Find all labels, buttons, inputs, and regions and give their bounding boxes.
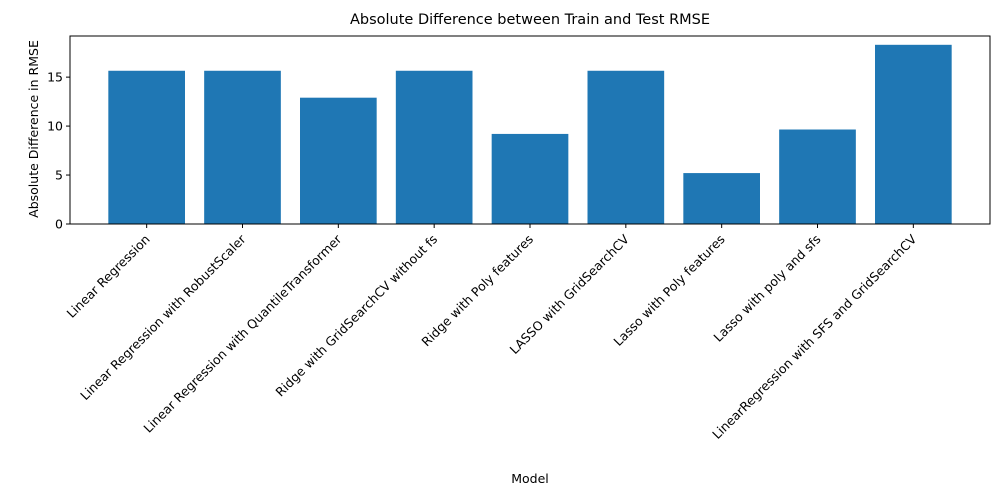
bar-3 (395, 70, 473, 224)
bar-4 (491, 133, 569, 224)
y-tick-label: 5 (55, 168, 63, 183)
x-axis-label: Model (511, 471, 549, 486)
bar-7 (779, 129, 856, 224)
y-axis-ticks: 0 5 10 15 (47, 70, 70, 232)
bar-1 (204, 70, 281, 224)
bars-group (108, 44, 952, 225)
plot-area-frame (69, 35, 991, 225)
bar-8 (875, 44, 952, 225)
bar-5 (587, 70, 665, 224)
y-tick-label: 10 (47, 119, 63, 134)
bar-0 (108, 70, 185, 224)
bar-6 (683, 173, 760, 224)
y-axis-label: Absolute Difference in RMSE (26, 40, 41, 218)
bar-2 (300, 97, 377, 224)
chart-title: Absolute Difference between Train and Te… (350, 12, 710, 28)
y-tick-label: 0 (55, 217, 63, 232)
y-tick-label: 15 (47, 70, 63, 85)
